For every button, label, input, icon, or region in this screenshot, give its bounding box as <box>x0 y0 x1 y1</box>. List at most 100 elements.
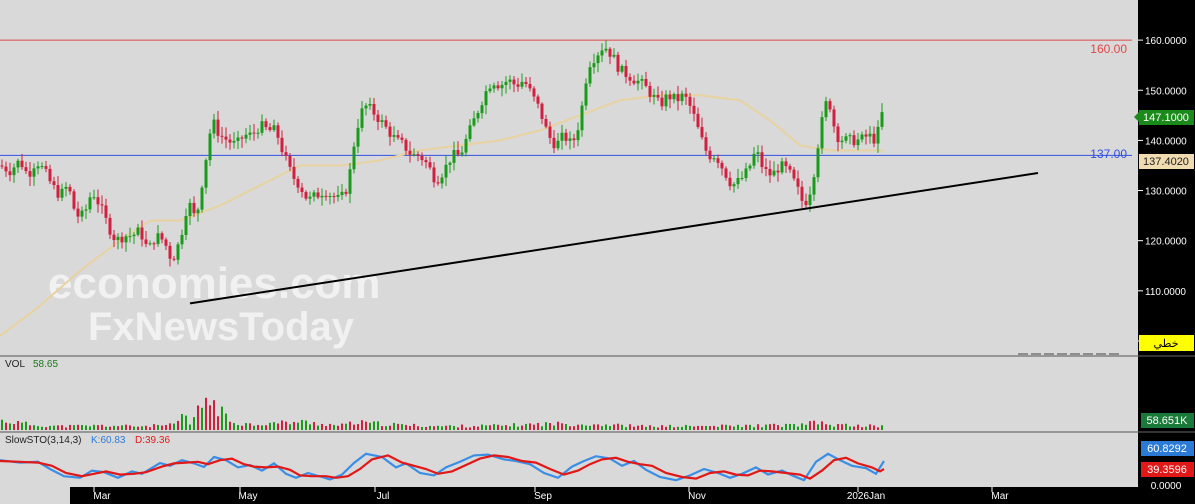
volume-bar-58 <box>233 423 235 430</box>
stoch-title: SlowSTO(3,14,3) <box>5 435 82 446</box>
volume-bar-185 <box>741 427 743 430</box>
volume-bar-133 <box>533 424 535 430</box>
volume-bar-140 <box>561 423 563 430</box>
volume-bar-202 <box>809 421 811 430</box>
candle-body-191 <box>764 167 768 169</box>
candle-body-177 <box>708 150 712 160</box>
time-tick-label-6: Mar <box>991 491 1009 502</box>
volume-bar-162 <box>649 425 651 430</box>
volume-bar-219 <box>877 427 879 430</box>
candle-body-58 <box>232 140 236 143</box>
candle-body-218 <box>872 133 876 144</box>
stochastic-plot <box>0 452 885 482</box>
volume-bar-161 <box>645 426 647 430</box>
volume-bar-4 <box>17 421 19 430</box>
volume-bar-149 <box>597 424 599 430</box>
candle-body-73 <box>292 166 296 179</box>
volume-bar-210 <box>841 424 843 430</box>
volume-bar-93 <box>373 421 375 430</box>
candle-body-214 <box>856 139 860 146</box>
candle-body-8 <box>32 168 36 177</box>
volume-bar-94 <box>377 421 379 430</box>
volume-bar-181 <box>725 424 727 430</box>
volume-bar-84 <box>337 425 339 430</box>
volume-bar-67 <box>269 422 271 430</box>
candle-body-51 <box>204 160 208 188</box>
volume-bar-182 <box>729 425 731 430</box>
ma-value-tag-bg <box>1139 154 1194 169</box>
candle-body-59 <box>236 137 240 141</box>
candle-body-197 <box>788 166 792 170</box>
candle-body-79 <box>316 192 320 198</box>
candle-body-72 <box>288 155 292 167</box>
volume-bar-27 <box>109 426 111 430</box>
volume-bar-178 <box>713 425 715 430</box>
volume-bar-15 <box>61 425 63 430</box>
candle-body-141 <box>564 132 568 141</box>
time-axis[interactable] <box>70 487 1138 504</box>
volume-bar-61 <box>245 423 247 430</box>
volume-bar-88 <box>353 424 355 430</box>
candle-body-103 <box>412 154 416 156</box>
volume-bar-86 <box>345 423 347 430</box>
volume-bar-188 <box>753 427 755 430</box>
volume-bar-125 <box>501 425 503 430</box>
candle-body-65 <box>260 121 264 133</box>
volume-bar-91 <box>365 421 367 430</box>
candle-body-21 <box>84 209 88 211</box>
right-axis[interactable] <box>1138 0 1195 504</box>
volume-bar-46 <box>185 415 187 430</box>
candle-body-93 <box>372 103 376 115</box>
candle-body-205 <box>820 117 824 149</box>
candle-body-203 <box>812 177 816 195</box>
volume-bar-36 <box>145 425 147 430</box>
trend-mode-button[interactable]: خطي <box>1154 338 1179 350</box>
volume-bar-96 <box>385 426 387 430</box>
volume-bar-126 <box>505 425 507 430</box>
candle-body-44 <box>176 244 180 260</box>
candle-body-119 <box>476 113 480 119</box>
volume-bar-52 <box>209 405 211 430</box>
candle-body-204 <box>816 148 820 178</box>
candle-body-9 <box>36 166 40 169</box>
candle-body-219 <box>876 126 880 144</box>
candle-body-157 <box>628 76 632 81</box>
volume-bar-78 <box>313 422 315 430</box>
candle-body-31 <box>124 236 128 243</box>
candle-body-70 <box>280 137 284 153</box>
volume-bar-176 <box>705 425 707 430</box>
volume-bar-172 <box>689 425 691 430</box>
candle-body-220 <box>880 112 884 127</box>
candle-body-211 <box>844 136 848 141</box>
candle-body-1 <box>4 166 8 172</box>
volume-bar-74 <box>297 422 299 430</box>
volume-bar-121 <box>485 425 487 430</box>
candle-body-86 <box>344 191 348 194</box>
trend-mode-button-bg[interactable] <box>1139 335 1194 351</box>
stoch-d-line <box>0 454 885 480</box>
volume-bar-131 <box>525 423 527 430</box>
candle-body-61 <box>244 134 248 139</box>
candle-body-199 <box>796 178 800 187</box>
last-price-tag-pointer <box>1134 112 1139 122</box>
volume-bar-7 <box>29 425 31 430</box>
volume-bar-71 <box>285 421 287 430</box>
volume-bar-83 <box>333 424 335 430</box>
volume-bar-120 <box>481 424 483 430</box>
volume-bar-211 <box>845 423 847 430</box>
volume-bar-50 <box>201 407 203 430</box>
candle-body-159 <box>636 80 640 84</box>
candle-body-96 <box>384 120 388 127</box>
candle-body-111 <box>444 164 448 178</box>
volume-bar-105 <box>421 426 423 430</box>
candle-body-134 <box>536 96 540 104</box>
candle-body-120 <box>480 105 484 114</box>
candle-body-207 <box>828 101 832 110</box>
volume-bar-49 <box>197 405 199 430</box>
candle-body-173 <box>692 105 696 114</box>
volume-bar-201 <box>805 424 807 430</box>
volume-bar-175 <box>701 425 703 430</box>
volume-bar-2 <box>9 423 11 430</box>
